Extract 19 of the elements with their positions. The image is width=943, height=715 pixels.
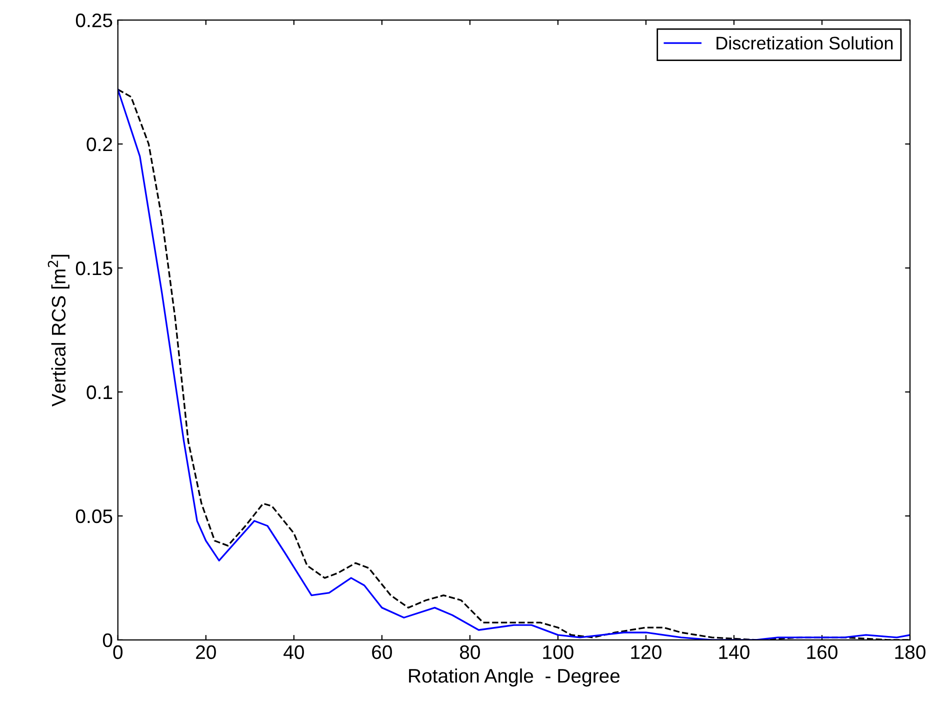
y-tick-label: 0.15	[76, 261, 112, 276]
x-axis-title: Rotation Angle - Degree	[409, 668, 620, 687]
x-tick-label: 180	[895, 645, 926, 660]
x-tick-label: 0	[113, 645, 123, 660]
y-tick-label: 0.25	[76, 13, 112, 28]
x-tick-label: 60	[372, 645, 392, 660]
x-tick-label: 160	[807, 645, 838, 660]
legend-label: Discretization Solution	[716, 36, 893, 50]
y-tick-label: 0.1	[86, 385, 112, 400]
y-tick-label: 0.2	[86, 137, 112, 152]
y-tick-label: 0	[102, 633, 112, 648]
x-tick-label: 40	[284, 645, 304, 660]
y-tick-label: 0.05	[76, 509, 112, 524]
x-tick-label: 20	[196, 645, 216, 660]
x-tick-label: 100	[543, 645, 574, 660]
x-tick-label: 120	[631, 645, 662, 660]
x-tick-label: 80	[460, 645, 480, 660]
y-axis-title: Vertical RCS [m$^{2}$]	[48, 254, 70, 406]
x-tick-label: 140	[719, 645, 750, 660]
